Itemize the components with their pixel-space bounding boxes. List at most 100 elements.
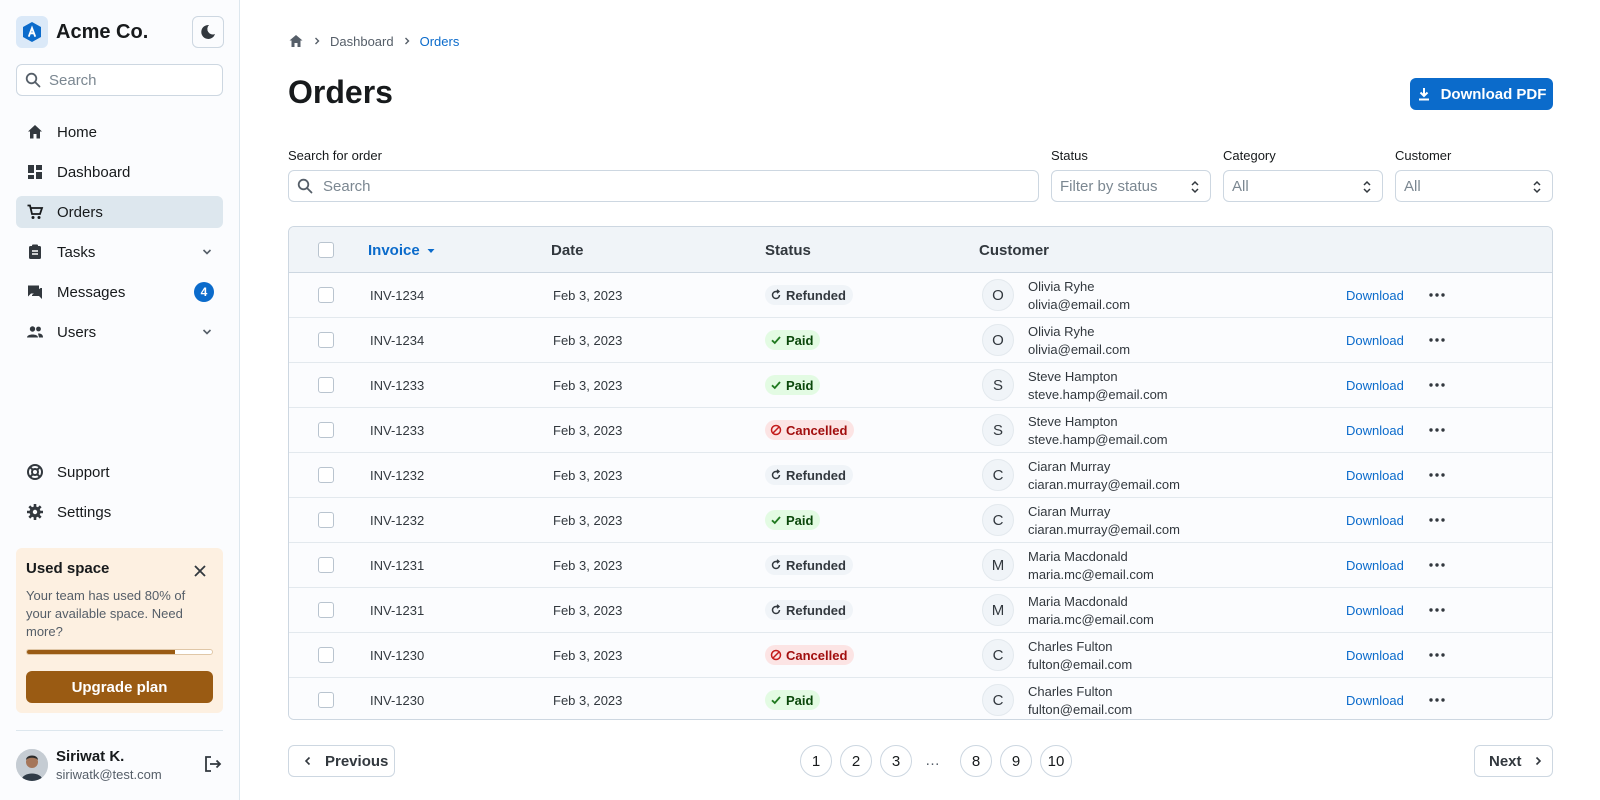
download-invoice-link[interactable]: Download (1346, 288, 1404, 303)
sidebar-item-messages[interactable]: Messages 4 (16, 276, 223, 308)
block-icon (770, 424, 782, 436)
search-icon (297, 178, 313, 194)
sidebar-item-orders[interactable]: Orders (16, 196, 223, 228)
user-name: Siriwat K. (56, 748, 125, 765)
invoice-column-header[interactable]: Invoice (368, 242, 436, 259)
next-page-button[interactable]: Next (1474, 745, 1553, 777)
row-checkbox[interactable] (318, 692, 334, 708)
more-options-icon[interactable] (1427, 287, 1447, 303)
more-options-icon[interactable] (1427, 467, 1447, 483)
customer-name: Ciaran Murray (1028, 459, 1111, 474)
status-chip: Refunded (765, 465, 853, 485)
chevron-down-icon[interactable] (201, 326, 213, 338)
page-button-2[interactable]: 2 (840, 745, 872, 777)
page-button-1[interactable]: 1 (800, 745, 832, 777)
page-button-10[interactable]: 10 (1040, 745, 1072, 777)
order-search-input[interactable]: Search (288, 170, 1039, 202)
sidebar: Acme Co. Search Home Dashboard Orders Ta… (0, 0, 240, 800)
download-invoice-link[interactable]: Download (1346, 333, 1404, 348)
row-checkbox[interactable] (318, 287, 334, 303)
row-checkbox[interactable] (318, 467, 334, 483)
download-invoice-link[interactable]: Download (1346, 648, 1404, 663)
download-invoice-link[interactable]: Download (1346, 558, 1404, 573)
more-options-icon[interactable] (1427, 602, 1447, 618)
table-row: INV-1233 Feb 3, 2023 Cancelled S Steve Hampt… (289, 408, 1552, 453)
customer-name: Steve Hampton (1028, 414, 1118, 429)
download-invoice-link[interactable]: Download (1346, 423, 1404, 438)
page-button-3[interactable]: 3 (880, 745, 912, 777)
category-filter-select[interactable]: All (1223, 170, 1383, 202)
page-button-9[interactable]: 9 (1000, 745, 1032, 777)
status-label: Cancelled (786, 422, 848, 438)
row-checkbox[interactable] (318, 647, 334, 663)
more-options-icon[interactable] (1427, 377, 1447, 393)
row-checkbox[interactable] (318, 332, 334, 348)
status-chip: Paid (765, 375, 821, 395)
more-options-icon[interactable] (1427, 557, 1447, 573)
download-invoice-link[interactable]: Download (1346, 603, 1404, 618)
row-checkbox[interactable] (318, 602, 334, 618)
used-space-title: Used space (26, 560, 110, 577)
page-button-8[interactable]: 8 (960, 745, 992, 777)
more-options-icon[interactable] (1427, 512, 1447, 528)
refund-icon (770, 559, 782, 571)
sidebar-item-users[interactable]: Users (16, 316, 223, 348)
breadcrumb: Dashboard Orders (288, 33, 459, 49)
sidebar-item-home[interactable]: Home (16, 116, 223, 148)
status-chip: Paid (765, 690, 821, 710)
breadcrumb-dashboard[interactable]: Dashboard (330, 33, 394, 49)
row-checkbox[interactable] (318, 512, 334, 528)
theme-toggle-button[interactable] (192, 16, 224, 48)
sidebar-item-settings[interactable]: Settings (16, 496, 223, 528)
customer-name: Charles Fulton (1028, 639, 1113, 654)
user-info: Siriwat K. siriwatk@test.com (56, 748, 162, 782)
date-cell: Feb 3, 2023 (553, 603, 623, 618)
messages-icon (28, 285, 42, 299)
status-label: Refunded (786, 287, 846, 303)
more-options-icon[interactable] (1427, 422, 1447, 438)
customer-name: Steve Hampton (1028, 369, 1118, 384)
table-row: INV-1230 Feb 3, 2023 Paid C Charles Fulton fu… (289, 678, 1552, 719)
pagination-ellipsis: … (925, 752, 940, 769)
download-invoice-link[interactable]: Download (1346, 693, 1404, 708)
download-invoice-link[interactable]: Download (1346, 513, 1404, 528)
table-header: Invoice Date Status Customer (289, 227, 1552, 273)
customer-email: steve.hamp@email.com (1028, 387, 1168, 402)
download-invoice-link[interactable]: Download (1346, 378, 1404, 393)
upgrade-plan-button[interactable]: Upgrade plan (26, 671, 213, 703)
chevron-down-icon[interactable] (201, 246, 213, 258)
sidebar-item-label: Messages (57, 283, 126, 301)
sidebar-item-tasks[interactable]: Tasks (16, 236, 223, 268)
status-column-header: Status (765, 242, 811, 259)
previous-page-button[interactable]: Previous (288, 745, 395, 777)
row-checkbox[interactable] (318, 422, 334, 438)
home-icon[interactable] (288, 33, 304, 49)
avatar[interactable] (16, 749, 48, 781)
sidebar-search-input[interactable]: Search (16, 64, 223, 96)
date-column-header: Date (551, 242, 584, 259)
close-icon[interactable] (193, 564, 207, 578)
download-invoice-link[interactable]: Download (1346, 468, 1404, 483)
sidebar-item-dashboard[interactable]: Dashboard (16, 156, 223, 188)
row-checkbox[interactable] (318, 557, 334, 573)
previous-page-label: Previous (325, 752, 389, 770)
invoice-cell: INV-1232 (370, 513, 425, 528)
table-row: INV-1231 Feb 3, 2023 Refunded M Maria Macdon… (289, 543, 1552, 588)
customer-filter-select[interactable]: All (1395, 170, 1553, 202)
more-options-icon[interactable] (1427, 332, 1447, 348)
download-pdf-button[interactable]: Download PDF (1410, 78, 1553, 110)
more-options-icon[interactable] (1427, 647, 1447, 663)
sidebar-item-support[interactable]: Support (16, 456, 223, 488)
gear-icon (27, 504, 43, 520)
select-all-checkbox[interactable] (318, 242, 334, 258)
status-filter-select[interactable]: Filter by status (1051, 170, 1211, 202)
unfold-icon (1191, 180, 1199, 194)
date-cell: Feb 3, 2023 (553, 288, 623, 303)
more-options-icon[interactable] (1427, 692, 1447, 708)
logout-icon[interactable] (203, 754, 223, 774)
sidebar-item-label: Dashboard (57, 163, 131, 181)
refund-icon (770, 469, 782, 481)
check-icon (770, 334, 782, 346)
row-checkbox[interactable] (318, 377, 334, 393)
search-order-label: Search for order (288, 148, 382, 163)
